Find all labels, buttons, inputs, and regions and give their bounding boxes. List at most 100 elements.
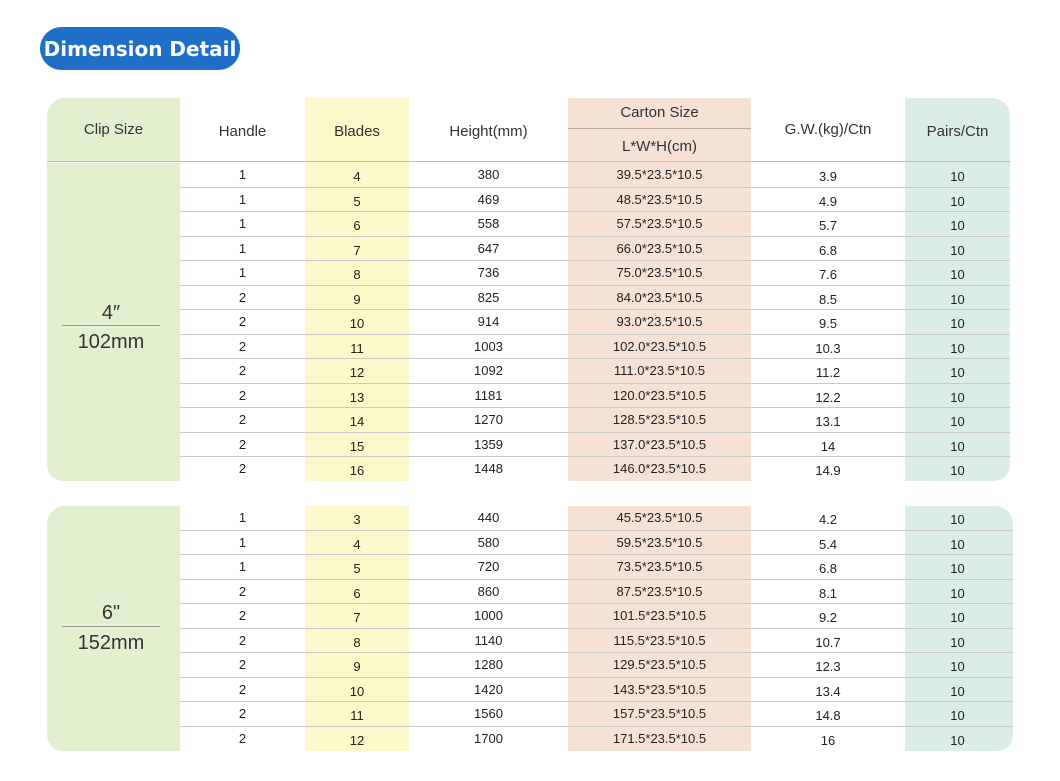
blades-cell: 15 <box>349 438 365 454</box>
row-divider <box>180 358 1010 359</box>
row-divider <box>180 652 1013 653</box>
carton-cell: 157.5*23.5*10.5 <box>612 706 707 721</box>
gw-cell: 10.7 <box>815 634 841 650</box>
clip-column-bg-2 <box>47 506 180 751</box>
header-clip-size: Clip Size <box>83 121 144 138</box>
row-divider <box>180 431 1010 433</box>
pairs-cell: 10 <box>950 610 965 625</box>
clip-size-divider <box>62 325 160 326</box>
row-divider <box>180 309 1010 310</box>
carton-cell: 73.5*23.5*10.5 <box>616 559 703 574</box>
blades-cell: 6 <box>353 218 361 233</box>
gw-cell: 11.2 <box>815 365 841 380</box>
carton-cell: 45.5*23.5*10.5 <box>616 510 703 525</box>
blades-cell: 8 <box>353 267 361 282</box>
blades-column-bg-2 <box>305 506 409 751</box>
gw-cell: 5.4 <box>818 536 838 552</box>
height-cell: 440 <box>477 510 500 525</box>
handle-cell: 2 <box>238 387 247 403</box>
carton-cell: 129.5*23.5*10.5 <box>612 657 707 672</box>
row-divider <box>180 701 1013 702</box>
gw-cell: 4.2 <box>818 512 838 527</box>
blades-cell: 12 <box>349 732 365 748</box>
row-divider <box>180 725 1013 727</box>
blades-cell: 4 <box>353 536 361 552</box>
carton-cell: 171.5*23.5*10.5 <box>612 730 707 746</box>
pairs-cell: 10 <box>950 242 965 258</box>
carton-cell: 111.0*23.5*10.5 <box>613 363 706 378</box>
gw-cell: 9.2 <box>818 610 838 625</box>
row-divider <box>180 284 1010 286</box>
handle-cell: 2 <box>238 314 247 329</box>
clip-column-header-bg <box>47 98 180 161</box>
blades-cell: 3 <box>353 512 361 527</box>
height-cell: 558 <box>477 216 500 231</box>
handle-cell: 1 <box>238 534 247 550</box>
blades-cell: 10 <box>349 316 365 331</box>
clip-size-divider <box>62 626 160 627</box>
gw-cell: 14.8 <box>815 708 841 723</box>
pairs-cell: 10 <box>950 561 965 576</box>
handle-cell: 2 <box>238 363 247 378</box>
height-cell: 1181 <box>474 387 503 403</box>
handle-cell: 1 <box>238 510 247 525</box>
header-height: Height(mm) <box>449 123 528 140</box>
pairs-cell: 10 <box>950 169 965 184</box>
height-cell: 1280 <box>474 657 503 672</box>
gw-cell: 3.9 <box>818 169 838 184</box>
carton-cell: 128.5*23.5*10.5 <box>612 412 707 427</box>
blades-cell: 5 <box>353 561 361 576</box>
blades-cell: 10 <box>349 683 365 699</box>
gw-cell: 9.5 <box>818 316 838 331</box>
blades-cell: 11 <box>350 708 364 723</box>
pairs-cell: 10 <box>950 340 965 356</box>
carton-cell: 59.5*23.5*10.5 <box>616 534 703 550</box>
height-cell: 1420 <box>474 681 503 697</box>
handle-cell: 2 <box>238 436 247 452</box>
handle-cell: 1 <box>238 265 247 280</box>
height-cell: 1448 <box>474 461 503 476</box>
clip-column-bg <box>47 163 180 481</box>
row-divider <box>180 554 1013 555</box>
blades-cell: 9 <box>353 291 361 307</box>
row-divider <box>180 578 1013 580</box>
carton-cell: 39.5*23.5*10.5 <box>616 167 703 182</box>
blades-cell: 16 <box>349 463 365 478</box>
handle-cell: 2 <box>238 289 247 305</box>
gw-cell: 8.5 <box>818 291 838 307</box>
handle-cell: 2 <box>238 412 247 427</box>
pairs-cell: 10 <box>950 463 965 478</box>
pairs-cell: 10 <box>950 414 965 429</box>
pairs-cell: 10 <box>950 193 965 209</box>
header-carton-size: Carton Size <box>620 103 699 121</box>
gw-cell: 13.1 <box>815 414 841 429</box>
height-cell: 580 <box>477 534 500 550</box>
row-divider <box>180 235 1010 237</box>
gw-cell: 6.8 <box>818 561 838 576</box>
row-divider <box>180 529 1013 531</box>
clip-size-inch: 4″ <box>101 302 121 324</box>
carton-cell: 137.0*23.5*10.5 <box>612 436 707 452</box>
clip-size-mm: 102mm <box>77 331 145 353</box>
handle-cell: 1 <box>238 559 247 574</box>
pairs-cell: 10 <box>950 512 965 527</box>
height-cell: 469 <box>477 191 500 207</box>
blades-cell: 11 <box>350 340 364 356</box>
carton-cell: 93.0*23.5*10.5 <box>616 314 703 329</box>
pairs-cell: 10 <box>950 316 965 331</box>
pairs-cell: 10 <box>950 585 965 601</box>
handle-cell: 2 <box>238 583 247 599</box>
gw-cell: 6.8 <box>818 242 838 258</box>
blades-cell: 4 <box>353 169 361 184</box>
row-divider <box>180 456 1010 457</box>
carton-cell: 48.5*23.5*10.5 <box>616 191 703 207</box>
blades-cell: 7 <box>353 242 361 258</box>
handle-cell: 1 <box>238 240 247 256</box>
height-cell: 647 <box>477 240 500 256</box>
gw-cell: 5.7 <box>818 218 838 233</box>
gw-cell: 16 <box>820 732 836 748</box>
carton-cell: 75.0*23.5*10.5 <box>616 265 703 280</box>
pairs-cell: 10 <box>950 389 965 405</box>
blades-cell: 8 <box>353 634 361 650</box>
header-handle: Handle <box>218 123 267 140</box>
